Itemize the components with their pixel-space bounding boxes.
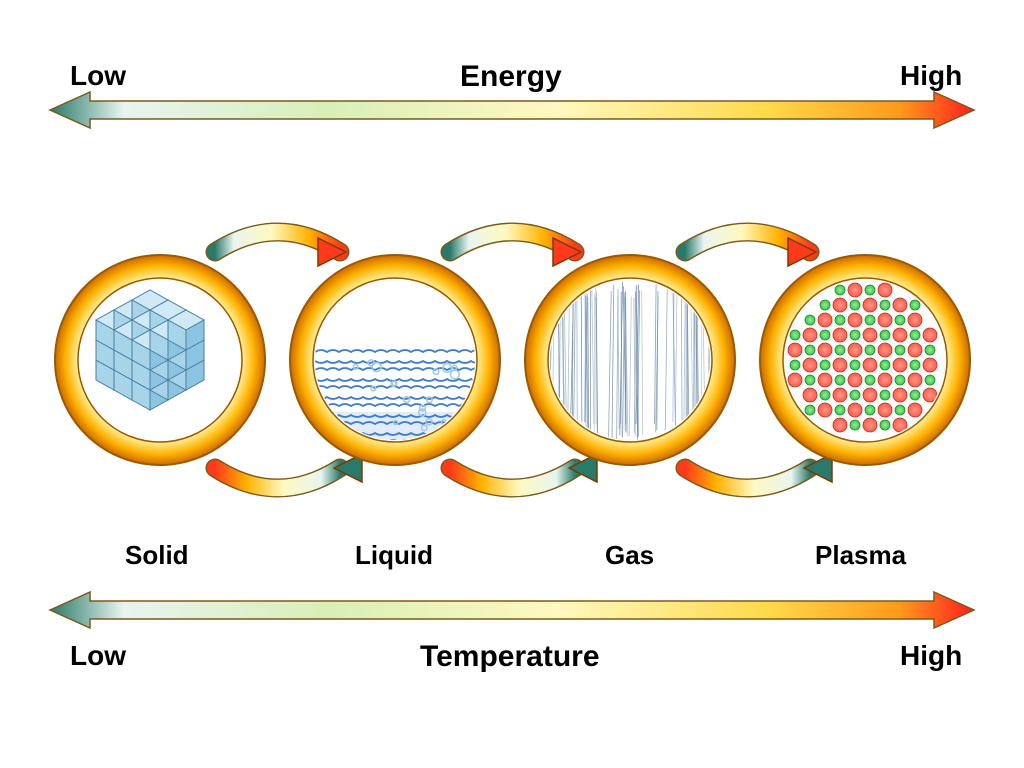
state-circle-liquid <box>290 255 500 492</box>
states-of-matter-diagram <box>0 0 1024 768</box>
state-circle-gas <box>525 255 735 465</box>
state-circle-plasma <box>760 255 970 465</box>
state-circle-solid <box>55 255 265 465</box>
